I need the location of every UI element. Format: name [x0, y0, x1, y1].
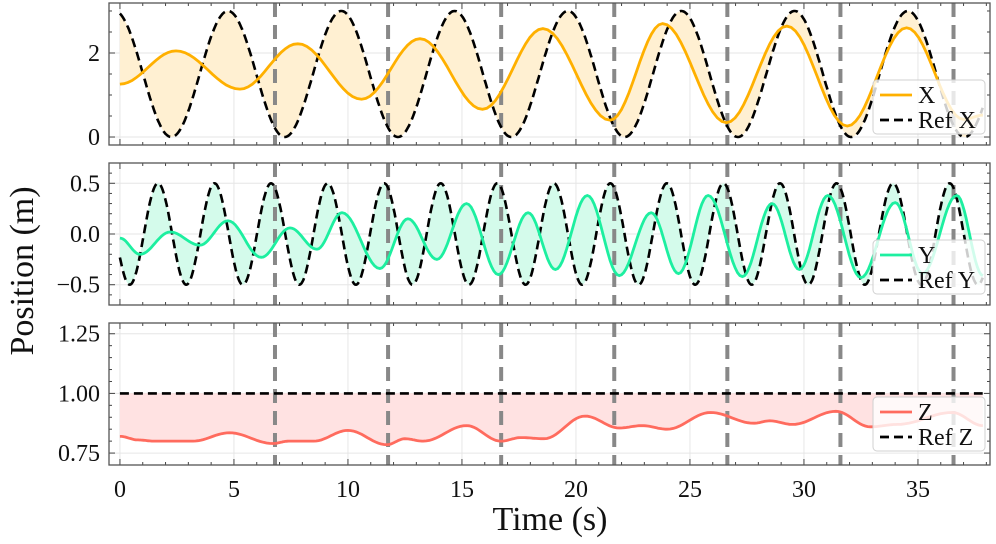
legend-label: Y: [918, 243, 935, 269]
panel-frame: [108, 162, 991, 306]
x-tick-label: 35: [906, 477, 930, 503]
series-line-x: [119, 22, 983, 128]
error-fill-area: [119, 393, 983, 445]
legend-label: Z: [918, 400, 933, 426]
x-tick-label: 20: [564, 477, 588, 503]
legend-label: Ref Y: [918, 268, 975, 294]
legend-label: X: [918, 83, 935, 109]
plot-area: [118, 163, 984, 305]
y-axis-label: Position (m): [4, 186, 41, 355]
error-fill-area: [119, 11, 983, 137]
y-tick-label: 0.5: [70, 171, 100, 197]
y-tick-label: −0.5: [56, 273, 100, 299]
plot-area: [118, 3, 984, 145]
x-tick-label: 5: [228, 477, 240, 503]
panel-frame: [108, 322, 991, 466]
x-tick-label: 10: [336, 477, 360, 503]
x-tick-label: 25: [678, 477, 702, 503]
y-tick-label: 0.0: [70, 222, 100, 248]
y-tick-label: 1.00: [58, 381, 100, 407]
series-line-ref-y: [118, 181, 984, 287]
y-tick-label: 1.25: [58, 322, 100, 348]
x-tick-label: 0: [114, 477, 126, 503]
x-tick-label: 30: [792, 477, 816, 503]
y-tick-label: 0.75: [58, 441, 100, 467]
legend-label: Ref X: [918, 108, 976, 134]
x-tick-label: 15: [450, 477, 474, 503]
series-line-z: [119, 409, 983, 447]
panel-frame: [108, 2, 991, 146]
x-axis-label: Time (s): [493, 501, 608, 538]
series-line-y: [119, 193, 984, 280]
y-tick-label: 0: [88, 125, 100, 151]
legend-label: Ref Z: [918, 425, 973, 451]
y-tick-label: 2: [88, 41, 100, 67]
plot-area: [119, 323, 983, 465]
